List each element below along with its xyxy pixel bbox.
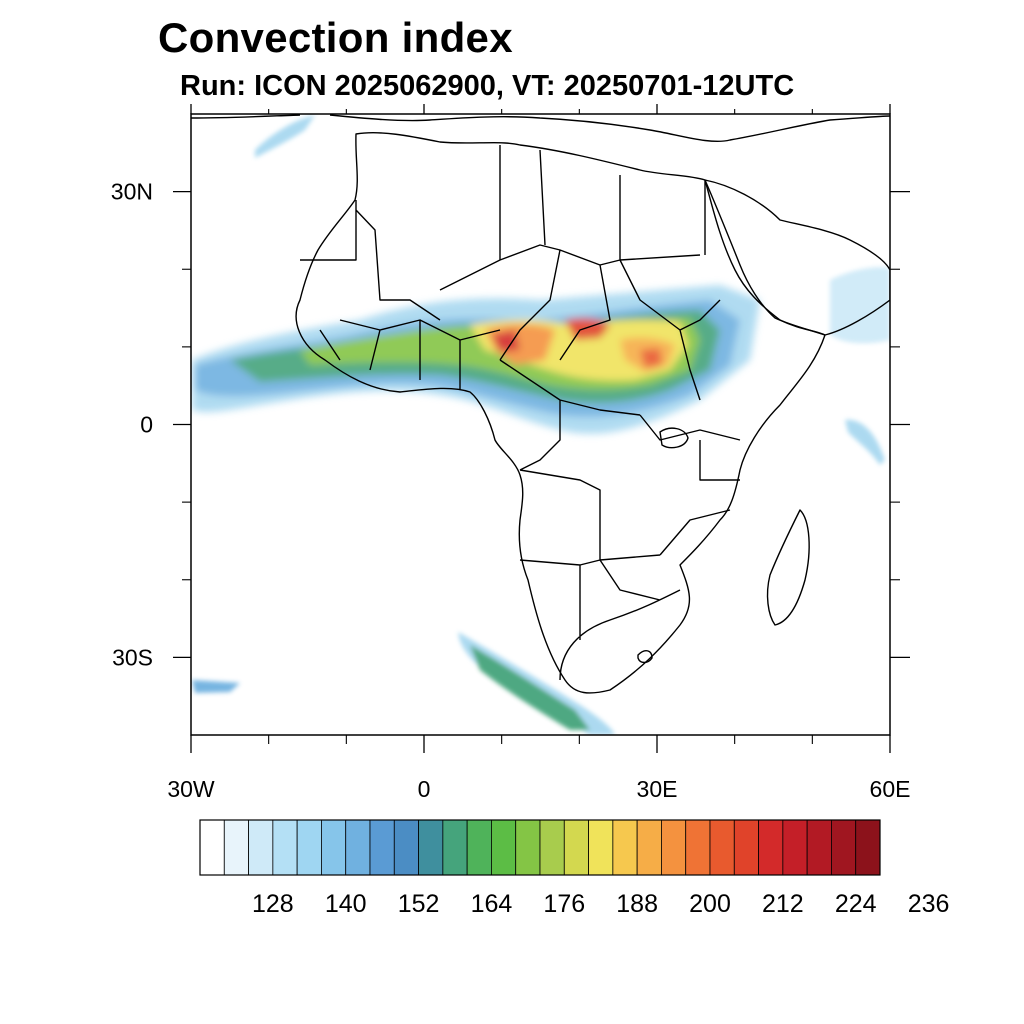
- lat-tick-label: 30N: [111, 179, 153, 205]
- chart-subtitle: Run: ICON 2025062900, VT: 20250701-12UTC: [180, 70, 795, 102]
- colorbar-label: 188: [616, 890, 658, 918]
- colorbar-swatch: [563, 819, 589, 876]
- lat-tick-label: 0: [140, 412, 153, 438]
- colorbar-swatch: [855, 819, 881, 876]
- colorbar-label: 176: [543, 890, 585, 918]
- colorbar-swatch: [321, 819, 347, 876]
- colorbar-swatch: [393, 819, 419, 876]
- lon-tick-label: 30E: [637, 776, 678, 802]
- colorbar-swatch: [612, 819, 638, 876]
- colorbar-swatch: [223, 819, 249, 876]
- colorbar-label: 224: [835, 890, 877, 918]
- convection-field: [192, 115, 890, 735]
- colorbar-swatch: [369, 819, 395, 876]
- colorbar-swatch: [685, 819, 711, 876]
- colorbar-swatch: [709, 819, 735, 876]
- colorbar-swatch: [296, 819, 322, 876]
- chart-title: Convection index: [158, 14, 513, 61]
- colorbar: 128 140 152 164 176 188 200 212 224 236: [199, 819, 950, 918]
- colorbar-swatch: [248, 819, 274, 876]
- colorbar-swatch: [758, 819, 784, 876]
- colorbar-swatch: [272, 819, 298, 876]
- colorbar-swatch: [806, 819, 832, 876]
- colorbar-swatch: [442, 819, 468, 876]
- map-frame: [190, 113, 891, 736]
- lon-tick-label: 30W: [167, 776, 215, 802]
- lat-tick-label: 30S: [112, 644, 153, 670]
- colorbar-label: 164: [471, 890, 513, 918]
- colorbar-swatch: [515, 819, 541, 876]
- colorbar-label: 200: [689, 890, 731, 918]
- colorbar-swatch: [831, 819, 857, 876]
- colorbar-swatch: [588, 819, 614, 876]
- colorbar-label: 140: [325, 890, 367, 918]
- colorbar-swatch: [636, 819, 662, 876]
- colorbar-label: 128: [252, 890, 294, 918]
- colorbar-swatch: [782, 819, 808, 876]
- colorbar-label: 152: [398, 890, 440, 918]
- axis-ticks: 30W 0 30E 60E 30N 0 30S: [111, 104, 911, 802]
- colorbar-swatch: [661, 819, 687, 876]
- colorbar-label: 236: [908, 890, 950, 918]
- colorbar-swatch: [345, 819, 371, 876]
- colorbar-swatch: [491, 819, 517, 876]
- colorbar-swatch: [733, 819, 759, 876]
- lon-tick-label: 0: [418, 776, 431, 802]
- coastlines: [191, 114, 890, 694]
- colorbar-swatch: [466, 819, 492, 876]
- colorbar-label: 212: [762, 890, 804, 918]
- colorbar-swatch: [199, 819, 225, 876]
- colorbar-frame: [199, 819, 881, 876]
- colorbar-swatch: [539, 819, 565, 876]
- lon-tick-label: 60E: [870, 776, 911, 802]
- colorbar-swatch: [418, 819, 444, 876]
